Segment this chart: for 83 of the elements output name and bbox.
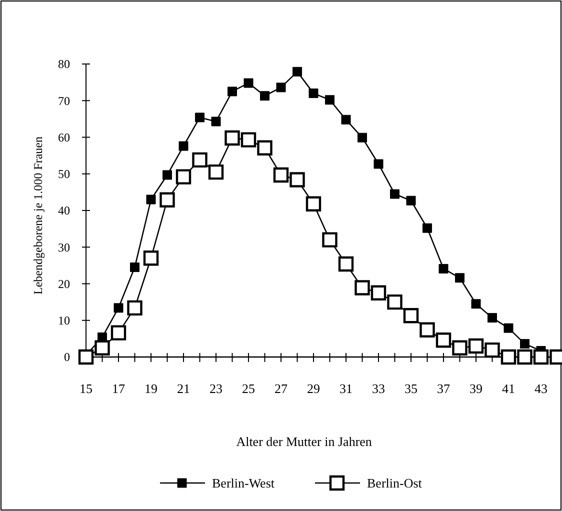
x-tick-label: 33	[372, 381, 385, 396]
point	[176, 169, 192, 184]
x-tick-label: 19	[144, 381, 158, 396]
y-tick-label: 0	[64, 350, 70, 364]
point	[290, 172, 305, 188]
legend-label: Berlin-West	[212, 476, 275, 491]
point	[500, 349, 516, 365]
point	[130, 262, 140, 272]
point	[455, 273, 464, 283]
point	[422, 223, 432, 233]
y-tick-label: 70	[58, 94, 70, 108]
point	[438, 264, 448, 274]
point	[325, 95, 334, 105]
x-tick-label: 31	[340, 381, 352, 396]
point	[78, 349, 94, 365]
point	[211, 116, 221, 126]
point	[162, 170, 172, 180]
point	[276, 82, 286, 92]
point	[370, 285, 386, 301]
x-tick-label: 29	[307, 381, 320, 396]
x-tick-label: 43	[534, 381, 548, 396]
point	[127, 300, 142, 316]
point	[273, 167, 289, 183]
y-axis-title: Lebendgeborene je 1.000 Frauen	[31, 136, 45, 294]
x-tick-label: 21	[177, 381, 190, 396]
y-tick-label: 20	[58, 276, 70, 291]
point	[517, 349, 532, 365]
point	[354, 280, 370, 296]
point	[260, 91, 270, 101]
y-tick-label: 50	[58, 167, 70, 182]
x-tick-label: 39	[470, 381, 482, 396]
point	[306, 196, 322, 212]
point	[292, 66, 302, 76]
point	[322, 232, 338, 248]
x-tick-label: 27	[274, 381, 288, 396]
point	[195, 112, 204, 122]
point	[358, 132, 367, 142]
point	[436, 332, 452, 348]
x-axis-title: Alter der Mutter in Jahren	[236, 434, 372, 449]
point	[338, 256, 354, 272]
point	[390, 189, 400, 199]
point	[143, 250, 159, 266]
point	[192, 152, 208, 168]
point	[533, 349, 549, 365]
point	[146, 194, 156, 204]
point	[94, 340, 110, 356]
y-tick-label: 40	[58, 204, 70, 218]
y-tick-label: 60	[58, 130, 70, 144]
x-tick-label: 17	[112, 381, 126, 396]
y-tick-label: 80	[58, 57, 70, 72]
y-tick-label: 30	[58, 240, 70, 254]
point	[488, 313, 497, 323]
x-tick-label: 23	[210, 381, 222, 396]
point	[406, 196, 416, 206]
point	[471, 299, 481, 309]
point	[240, 132, 256, 148]
point	[341, 114, 351, 124]
point	[257, 140, 272, 156]
x-tick-label: 15	[80, 381, 92, 396]
point	[228, 86, 237, 96]
point	[484, 342, 500, 358]
point	[504, 323, 514, 333]
point	[160, 192, 175, 208]
y-tick-label: 10	[58, 314, 70, 328]
point	[403, 308, 419, 324]
point	[420, 322, 435, 338]
point	[520, 339, 530, 349]
x-tick-label: 25	[242, 381, 255, 396]
legend-label: Berlin-Ost	[367, 476, 422, 491]
x-tick-label: 35	[404, 381, 418, 396]
point	[374, 159, 384, 169]
point	[244, 78, 254, 88]
point	[468, 338, 484, 354]
x-tick-label: 41	[502, 381, 515, 396]
point	[452, 340, 468, 356]
point	[178, 141, 188, 151]
point	[208, 164, 224, 180]
point	[114, 303, 124, 313]
point	[224, 130, 240, 146]
point	[387, 294, 402, 310]
point	[308, 88, 318, 98]
x-tick-label: 37	[437, 381, 450, 396]
point	[110, 325, 126, 340]
